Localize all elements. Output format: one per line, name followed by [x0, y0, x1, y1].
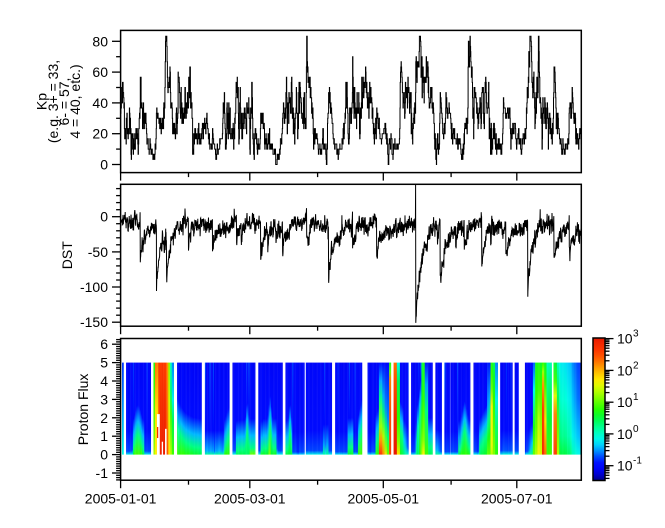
svg-text:6- = 57,: 6- = 57, — [56, 78, 72, 126]
svg-text:2: 2 — [100, 410, 108, 426]
svg-text:2005-03-01: 2005-03-01 — [214, 490, 286, 506]
svg-text:-1: -1 — [633, 456, 642, 467]
svg-text:10: 10 — [617, 458, 633, 474]
svg-text:10: 10 — [617, 394, 633, 410]
svg-text:10: 10 — [617, 426, 633, 442]
svg-text:6: 6 — [100, 336, 108, 352]
svg-text:2005-05-01: 2005-05-01 — [347, 490, 419, 506]
svg-text:40: 40 — [92, 95, 108, 111]
svg-text:4 = 40, etc.): 4 = 40, etc.) — [67, 64, 83, 138]
svg-text:4: 4 — [100, 373, 108, 389]
svg-text:(e.g. 3+ = 33,: (e.g. 3+ = 33, — [45, 60, 61, 143]
svg-text:5: 5 — [100, 355, 108, 371]
svg-text:10: 10 — [617, 331, 633, 347]
svg-text:-100: -100 — [80, 279, 108, 295]
svg-text:1: 1 — [100, 428, 108, 444]
svg-text:Proton Flux: Proton Flux — [75, 374, 91, 446]
svg-text:3: 3 — [100, 391, 108, 407]
svg-text:0: 0 — [633, 424, 639, 435]
svg-text:-1: -1 — [96, 465, 109, 481]
svg-text:10: 10 — [617, 362, 633, 378]
svg-text:0: 0 — [100, 209, 108, 225]
svg-text:DST: DST — [59, 241, 75, 269]
svg-text:-50: -50 — [88, 244, 108, 260]
svg-text:Kp: Kp — [34, 93, 50, 110]
svg-text:0: 0 — [100, 447, 108, 463]
svg-text:2005-01-01: 2005-01-01 — [85, 490, 157, 506]
svg-text:2: 2 — [633, 360, 639, 371]
svg-text:80: 80 — [92, 33, 108, 49]
svg-text:2005-07-01: 2005-07-01 — [481, 490, 553, 506]
svg-text:1: 1 — [633, 392, 639, 403]
svg-text:-150: -150 — [80, 314, 108, 330]
svg-text:0: 0 — [100, 157, 108, 173]
svg-text:20: 20 — [92, 126, 108, 142]
svg-text:60: 60 — [92, 64, 108, 80]
svg-text:3: 3 — [633, 329, 639, 340]
